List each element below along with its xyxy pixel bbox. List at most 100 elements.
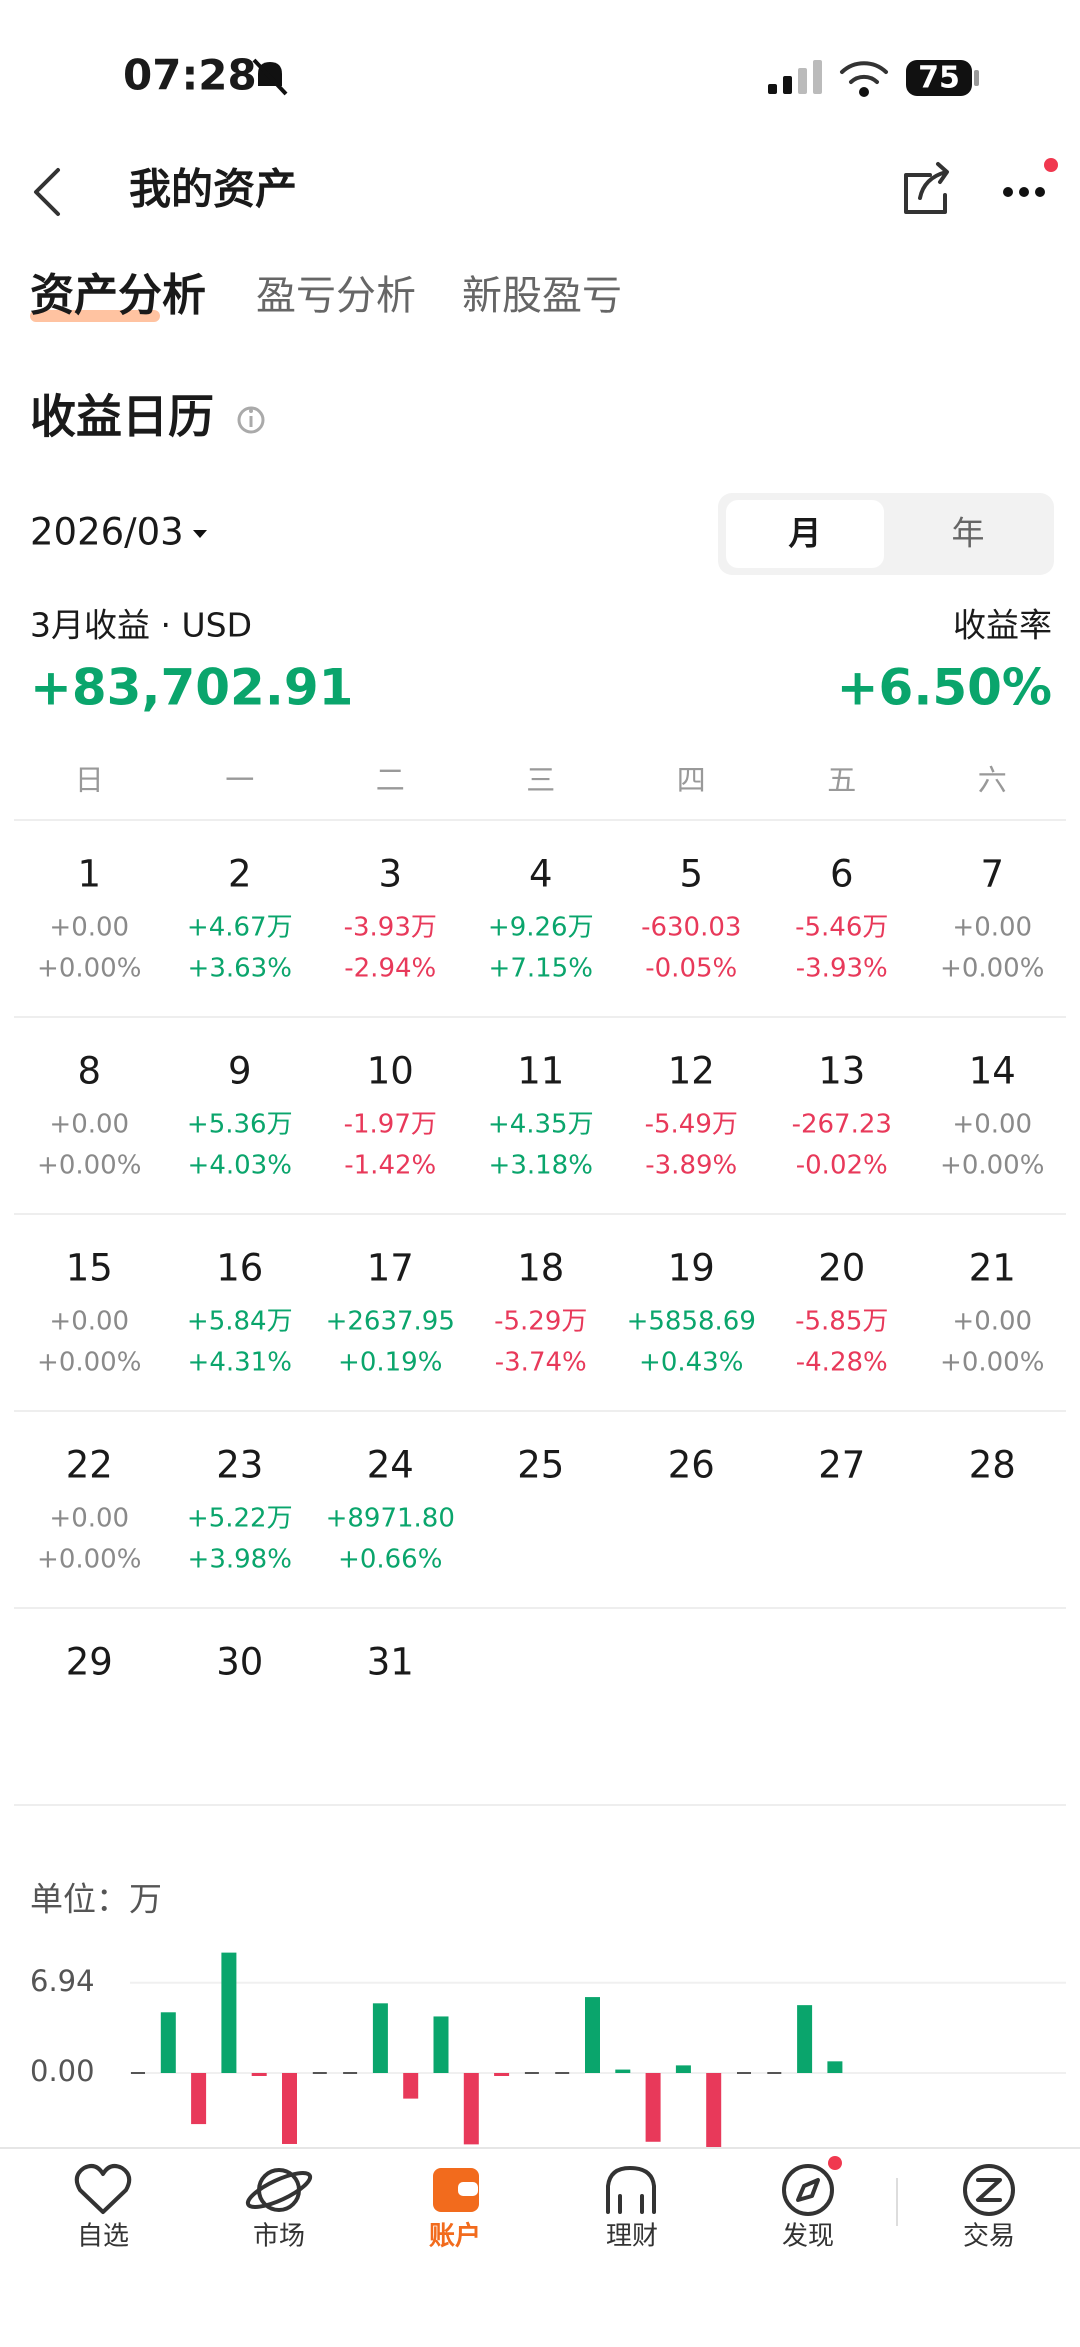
day-number: 9	[228, 1050, 252, 1093]
day-number: 18	[517, 1247, 564, 1290]
nav-item[interactable]: 交易	[963, 2222, 1015, 2252]
day-pnl: -630.03	[641, 913, 741, 943]
nav-item[interactable]: 自选	[77, 2222, 129, 2252]
weekday-label: 日	[75, 763, 104, 797]
day-rate: +4.03%	[188, 1151, 292, 1181]
weekday-label: 一	[225, 763, 254, 797]
bar	[767, 2072, 782, 2074]
day-number: 5	[679, 853, 703, 896]
day-number: 14	[969, 1050, 1016, 1093]
info-icon[interactable]	[237, 406, 265, 434]
tab[interactable]: 新股盈亏	[462, 273, 622, 319]
bottom-nav	[0, 2148, 1080, 2347]
day-number: 17	[367, 1247, 414, 1290]
bar	[312, 2072, 327, 2074]
day-rate: +0.00%	[37, 1545, 141, 1575]
day-pnl: +0.00	[49, 913, 129, 943]
period-label: 3月收益 · USD	[30, 606, 252, 645]
day-pnl: -267.23	[792, 1110, 892, 1140]
weekday-label: 四	[677, 763, 706, 797]
day-number: 20	[818, 1247, 865, 1290]
day-pnl: +0.00	[49, 1307, 129, 1337]
day-number: 8	[77, 1050, 101, 1093]
day-number: 31	[367, 1641, 414, 1684]
day-rate: -3.74%	[495, 1348, 587, 1378]
day-rate: -3.89%	[645, 1151, 737, 1181]
day-rate: +7.15%	[489, 954, 593, 984]
day-pnl: +2637.95	[326, 1307, 455, 1337]
chart-unit: 单位：万	[30, 1880, 162, 1919]
nav-item[interactable]: 账户	[429, 2221, 481, 2252]
day-number: 26	[668, 1444, 715, 1487]
back-button[interactable]	[34, 168, 60, 216]
day-rate: +3.63%	[188, 954, 292, 984]
rate-label: 收益率	[953, 606, 1052, 645]
nav-item[interactable]: 发现	[782, 2222, 834, 2252]
day-number: 24	[367, 1444, 414, 1487]
day-number: 16	[216, 1247, 263, 1290]
nav-item[interactable]: 市场	[253, 2222, 305, 2252]
nav-item[interactable]: 理财	[606, 2222, 658, 2252]
day-number: 11	[517, 1050, 564, 1093]
toggle-year[interactable]: 年	[952, 514, 985, 553]
period-pnl: +83,702.91	[30, 659, 353, 717]
day-number: 29	[66, 1641, 113, 1684]
weekday-label: 三	[526, 763, 555, 797]
day-pnl: +0.00	[952, 913, 1032, 943]
day-rate: -4.28%	[796, 1348, 888, 1378]
nav-icons	[74, 2156, 1015, 2216]
day-number: 15	[66, 1247, 113, 1290]
day-pnl: +4.35万	[488, 1110, 594, 1140]
day-pnl: -5.85万	[795, 1307, 888, 1337]
bar	[433, 2016, 449, 2073]
status-time: 07:28	[123, 51, 257, 100]
tab[interactable]: 盈亏分析	[256, 273, 416, 319]
day-pnl: +0.00	[952, 1307, 1032, 1337]
bar	[463, 2073, 479, 2145]
day-pnl: +5858.69	[627, 1307, 756, 1337]
day-rate: +0.19%	[338, 1348, 442, 1378]
day-number: 7	[980, 853, 1004, 896]
day-number: 10	[367, 1050, 414, 1093]
day-number: 27	[818, 1444, 865, 1487]
day-pnl: +4.67万	[187, 913, 293, 943]
bar	[343, 2072, 358, 2074]
day-pnl: -1.97万	[344, 1110, 437, 1140]
bar	[131, 2072, 145, 2074]
tab[interactable]: 资产分析	[30, 270, 206, 321]
day-number: 19	[668, 1247, 715, 1290]
day-rate: +0.43%	[639, 1348, 743, 1378]
battery: 75	[906, 60, 979, 96]
bar	[827, 2061, 843, 2073]
day-rate: +4.31%	[188, 1348, 292, 1378]
day-rate: -0.02%	[796, 1151, 888, 1181]
more-button[interactable]	[1003, 158, 1058, 197]
day-pnl: +0.00	[49, 1504, 129, 1534]
mute-icon	[252, 58, 288, 96]
month-selector[interactable]: 2026/03	[30, 511, 184, 554]
day-number: 12	[668, 1050, 715, 1093]
day-rate: -0.05%	[645, 954, 737, 984]
toggle-month[interactable]: 月	[789, 514, 822, 553]
day-pnl: +8971.80	[326, 1504, 455, 1534]
weekday-label: 六	[978, 763, 1007, 797]
signal-icon	[768, 60, 822, 94]
dropdown-arrow	[193, 530, 207, 538]
bar	[403, 2073, 419, 2099]
day-pnl: -5.46万	[795, 913, 888, 943]
day-rate: +0.00%	[940, 1348, 1044, 1378]
weekday-label: 二	[376, 763, 405, 797]
day-number: 28	[969, 1444, 1016, 1487]
bar	[555, 2072, 570, 2074]
share-button[interactable]	[904, 162, 949, 214]
day-rate: +0.00%	[940, 1151, 1044, 1181]
day-number: 2	[228, 853, 252, 896]
battery-level: 75	[918, 61, 960, 96]
bar	[706, 2073, 722, 2150]
day-rate: +0.00%	[940, 954, 1044, 984]
period-rate: +6.50%	[837, 659, 1052, 717]
day-rate: -2.94%	[344, 954, 436, 984]
tab-indicator	[30, 310, 160, 322]
day-rate: +3.18%	[489, 1151, 593, 1181]
